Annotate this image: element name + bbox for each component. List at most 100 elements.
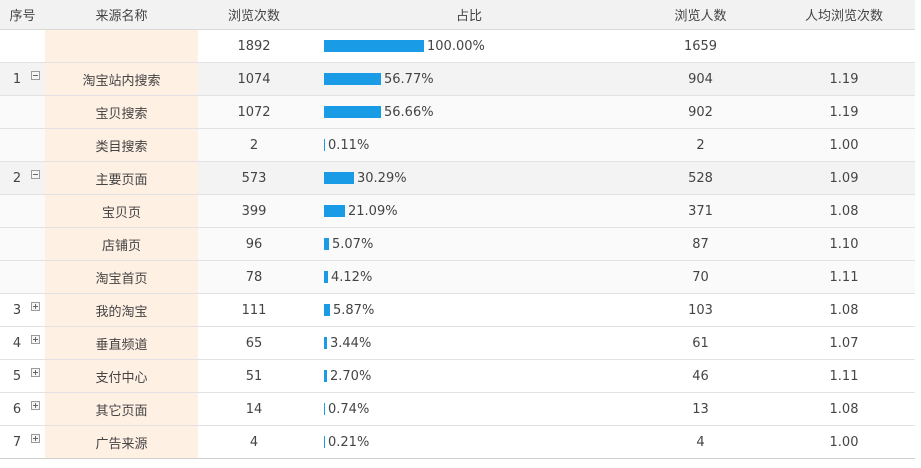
collapse-icon[interactable] bbox=[31, 71, 40, 80]
views-count: 399 bbox=[241, 203, 267, 219]
collapse-icon[interactable] bbox=[31, 170, 40, 179]
avg-views: 1.00 bbox=[829, 137, 859, 153]
table-row: 4 垂直频道 65 3.44% 61 1.07 bbox=[0, 326, 915, 360]
table-row: 2 主要页面 573 30.29% 528 1.09 bbox=[0, 161, 915, 195]
table-row: 宝贝页 399 21.09% 371 1.08 bbox=[0, 194, 915, 228]
ratio-percent: 56.66% bbox=[384, 104, 434, 120]
table-row: 1892 100.00% 1659 bbox=[0, 29, 915, 63]
col-header-source[interactable]: 来源名称 bbox=[45, 0, 198, 30]
avg-views: 1.08 bbox=[829, 203, 859, 219]
source-name: 垂直频道 bbox=[45, 326, 198, 360]
table-header-row: 序号 来源名称 浏览次数 占比 浏览人数 人均浏览次数 bbox=[0, 0, 915, 30]
views-count: 573 bbox=[241, 170, 267, 186]
table-row: 类目搜索 2 0.11% 2 1.00 bbox=[0, 128, 915, 162]
col-header-ratio[interactable]: 占比 bbox=[310, 0, 628, 30]
source-name: 宝贝页 bbox=[45, 194, 198, 228]
ratio-bar bbox=[324, 271, 328, 283]
avg-views: 1.08 bbox=[829, 302, 859, 318]
row-index-cell bbox=[0, 129, 45, 162]
row-index-cell bbox=[0, 30, 45, 63]
views-count: 78 bbox=[245, 269, 263, 285]
views-count: 96 bbox=[245, 236, 263, 252]
avg-views: 1.09 bbox=[829, 170, 859, 186]
visitors-count: 46 bbox=[692, 368, 709, 384]
col-header-visitors[interactable]: 浏览人数 bbox=[628, 0, 773, 30]
ratio-percent: 0.11% bbox=[328, 137, 370, 153]
source-name: 淘宝站内搜索 bbox=[45, 62, 198, 96]
source-name: 店铺页 bbox=[45, 227, 198, 261]
visitors-count: 902 bbox=[688, 104, 713, 120]
ratio-percent: 0.74% bbox=[328, 401, 370, 417]
visitors-count: 61 bbox=[692, 335, 709, 351]
table-row: 6 其它页面 14 0.74% 13 1.08 bbox=[0, 392, 915, 426]
ratio-cell: 56.77% bbox=[310, 63, 628, 96]
visitors-count: 2 bbox=[696, 137, 705, 153]
visitors-count: 87 bbox=[692, 236, 709, 252]
source-name: 我的淘宝 bbox=[45, 293, 198, 327]
row-index: 7 bbox=[12, 434, 22, 450]
ratio-cell: 2.70% bbox=[310, 360, 628, 393]
ratio-bar bbox=[324, 205, 345, 217]
visitors-count: 904 bbox=[688, 71, 713, 87]
ratio-cell: 30.29% bbox=[310, 162, 628, 195]
ratio-cell: 3.44% bbox=[310, 327, 628, 360]
visitors-count: 371 bbox=[688, 203, 713, 219]
ratio-percent: 56.77% bbox=[384, 71, 434, 87]
views-count: 1074 bbox=[237, 71, 271, 87]
source-name: 淘宝首页 bbox=[45, 260, 198, 294]
ratio-cell: 5.87% bbox=[310, 294, 628, 327]
row-index: 5 bbox=[12, 368, 22, 384]
ratio-percent: 0.21% bbox=[328, 434, 370, 450]
visitors-count: 70 bbox=[692, 269, 709, 285]
views-count: 1072 bbox=[237, 104, 271, 120]
avg-views: 1.00 bbox=[829, 434, 859, 450]
ratio-percent: 4.12% bbox=[331, 269, 373, 285]
ratio-bar bbox=[324, 73, 381, 85]
row-index: 6 bbox=[12, 401, 22, 417]
traffic-source-table: 序号 来源名称 浏览次数 占比 浏览人数 人均浏览次数 1892 100.00% 1… bbox=[0, 0, 915, 459]
row-index: 4 bbox=[12, 335, 22, 351]
row-index-cell: 7 bbox=[0, 426, 45, 459]
visitors-count: 103 bbox=[688, 302, 713, 318]
table-row: 7 广告来源 4 0.21% 4 1.00 bbox=[0, 425, 915, 459]
ratio-percent: 5.87% bbox=[333, 302, 375, 318]
col-header-index[interactable]: 序号 bbox=[0, 0, 45, 30]
expand-icon[interactable] bbox=[31, 401, 40, 410]
avg-views: 1.19 bbox=[829, 71, 859, 87]
source-name: 宝贝搜索 bbox=[45, 95, 198, 129]
views-count: 14 bbox=[245, 401, 263, 417]
expand-icon[interactable] bbox=[31, 302, 40, 311]
ratio-bar bbox=[324, 370, 327, 382]
ratio-cell: 5.07% bbox=[310, 228, 628, 261]
col-header-views[interactable]: 浏览次数 bbox=[198, 0, 310, 30]
ratio-percent: 3.44% bbox=[330, 335, 372, 351]
ratio-percent: 30.29% bbox=[357, 170, 407, 186]
visitors-count: 1659 bbox=[683, 38, 718, 54]
row-index: 1 bbox=[12, 71, 22, 87]
ratio-bar bbox=[324, 106, 381, 118]
avg-views: 1.10 bbox=[829, 236, 859, 252]
source-name bbox=[45, 29, 198, 63]
visitors-count: 13 bbox=[692, 401, 709, 417]
ratio-bar bbox=[324, 304, 330, 316]
row-index-cell: 1 bbox=[0, 63, 45, 96]
expand-icon[interactable] bbox=[31, 368, 40, 377]
ratio-bar bbox=[324, 238, 329, 250]
row-index-cell: 3 bbox=[0, 294, 45, 327]
row-index-cell: 6 bbox=[0, 393, 45, 426]
table-row: 店铺页 96 5.07% 87 1.10 bbox=[0, 227, 915, 261]
ratio-bar bbox=[324, 337, 327, 349]
views-count: 51 bbox=[245, 368, 263, 384]
source-name: 主要页面 bbox=[45, 161, 198, 195]
expand-icon[interactable] bbox=[31, 434, 40, 443]
expand-icon[interactable] bbox=[31, 335, 40, 344]
ratio-cell: 4.12% bbox=[310, 261, 628, 294]
row-index-cell: 5 bbox=[0, 360, 45, 393]
table-row: 淘宝首页 78 4.12% 70 1.11 bbox=[0, 260, 915, 294]
col-header-avg[interactable]: 人均浏览次数 bbox=[773, 0, 915, 30]
source-name: 支付中心 bbox=[45, 359, 198, 393]
table-row: 1 淘宝站内搜索 1074 56.77% 904 1.19 bbox=[0, 62, 915, 96]
visitors-count: 4 bbox=[696, 434, 705, 450]
views-count: 4 bbox=[249, 434, 259, 450]
ratio-cell: 21.09% bbox=[310, 195, 628, 228]
